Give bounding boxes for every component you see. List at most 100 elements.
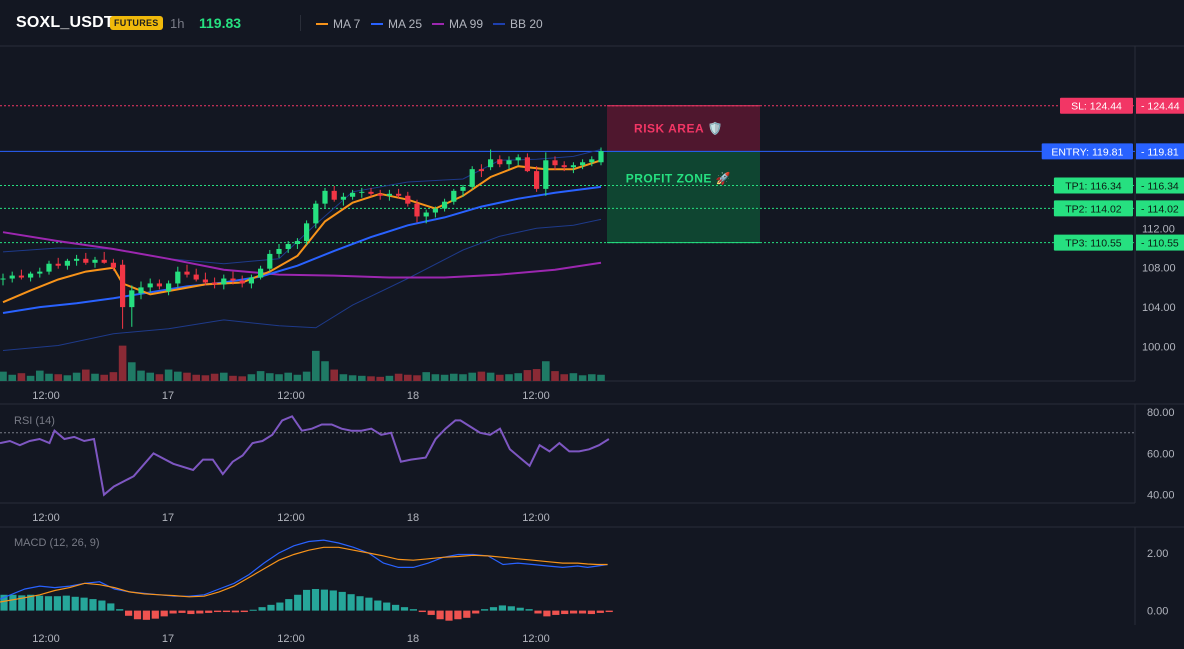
macd-hist-bar <box>258 607 266 611</box>
futures-badge: FUTURES <box>110 16 163 30</box>
candle-body <box>92 259 98 263</box>
macd-hist-bar <box>454 610 462 620</box>
macd-hist-bar <box>534 610 542 614</box>
volume-bar <box>109 372 118 381</box>
macd-hist-bar <box>320 589 328 611</box>
macd-hist-bar <box>472 610 480 614</box>
volume-bar <box>82 369 90 381</box>
candle-body <box>580 162 586 166</box>
macd-hist-bar <box>596 610 604 613</box>
timeframe-label[interactable]: 1h <box>170 16 185 31</box>
rsi-tick-label: 80.00 <box>1147 407 1175 419</box>
macd-hist-bar <box>525 609 533 611</box>
candle-body <box>46 263 52 272</box>
candle-body <box>396 193 402 196</box>
legend-bb20[interactable]: BB 20 <box>493 17 543 31</box>
volume-bar <box>100 374 108 381</box>
candle-body <box>488 159 494 168</box>
macd-hist-bar <box>347 594 355 611</box>
macd-hist-bar <box>578 610 587 614</box>
volume-bar <box>348 375 357 381</box>
level-badge <box>1053 200 1133 217</box>
macd-hist-bar <box>570 610 578 614</box>
candle-body <box>64 260 70 266</box>
time-tick-label-main: 17 <box>162 390 174 402</box>
volume-bar <box>597 374 605 381</box>
candle-body <box>460 186 466 191</box>
volume-bar <box>486 372 495 381</box>
candle-body <box>175 271 181 284</box>
candle-body <box>55 263 61 266</box>
volume-bar <box>367 376 375 381</box>
volume-bar <box>275 374 283 381</box>
candle-body <box>138 287 144 294</box>
candle-body <box>120 264 126 308</box>
volume-bar <box>164 369 173 381</box>
macd-hist-bar <box>365 597 373 611</box>
volume-bar <box>91 373 99 381</box>
volume-bar <box>63 375 72 381</box>
candle-body <box>184 271 190 275</box>
candle-body <box>202 279 208 283</box>
volume-bar <box>394 373 403 381</box>
price-axis-badge-label: - 110.55 <box>1141 238 1179 250</box>
macd-hist-bar <box>27 594 35 611</box>
candle-body <box>239 280 245 284</box>
labels-layer: SL: 124.44 - 124.44 ENTRY: 119.81 - 119.81 T… <box>1041 97 1184 251</box>
volume-bar <box>422 372 430 381</box>
price-tick-label: 112.00 <box>1142 223 1175 235</box>
rsi-tick-label: 40.00 <box>1147 490 1175 502</box>
candle-body <box>524 157 530 172</box>
candle-body <box>230 278 236 281</box>
volume-bar <box>210 373 219 381</box>
macd-hist-bar <box>222 610 231 613</box>
macd-hist-bar <box>383 602 391 611</box>
macd-hist-bar <box>240 610 248 613</box>
volume-bar <box>385 375 394 381</box>
volume-bar <box>413 375 421 381</box>
volume-bar <box>542 361 550 381</box>
macd-hist-bar <box>169 610 177 614</box>
candle-body <box>570 165 576 168</box>
macd-hist-bar <box>71 596 79 611</box>
legend-ma99[interactable]: MA 99 <box>432 17 483 31</box>
volume-bar <box>496 374 504 381</box>
candle-body <box>552 160 558 166</box>
time-tick-label-rsi: 12:00 <box>277 512 305 524</box>
macd-hist-bar <box>116 609 124 611</box>
volume-bar <box>302 371 311 381</box>
legend-swatch <box>371 23 383 25</box>
macd-hist-bar <box>338 591 346 611</box>
legend-ma7[interactable]: MA 7 <box>316 17 360 31</box>
legend-ma25[interactable]: MA 25 <box>371 17 422 31</box>
risk-area-zone <box>607 105 760 152</box>
candle-body <box>101 259 107 263</box>
level-badge <box>1053 234 1133 251</box>
volume-bar <box>128 362 136 381</box>
levels-layer <box>0 105 1135 244</box>
level-badge-label: TP1: 116.34 <box>1065 181 1122 193</box>
macd-hist-bar <box>561 610 569 615</box>
candles-layer <box>0 147 604 329</box>
candle-body <box>589 159 595 163</box>
last-price: 119.83 <box>199 15 242 31</box>
candle-body <box>294 241 300 245</box>
rsi-tick-label: 60.00 <box>1147 448 1175 460</box>
macd-hist-bar <box>427 610 435 615</box>
macd-hist-bar <box>285 599 293 611</box>
volume-bar <box>284 372 292 381</box>
candle-body <box>285 244 291 249</box>
level-badge-label: TP3: 110.55 <box>1065 238 1122 250</box>
candle-body <box>322 190 328 204</box>
symbol-title[interactable]: SOXL_USDT <box>16 14 114 31</box>
macd-line <box>0 539 608 600</box>
candle-body <box>386 193 392 196</box>
volume-bar <box>330 369 338 381</box>
volume-bar <box>532 369 541 381</box>
candle-body <box>0 278 6 280</box>
level-badge <box>1060 97 1133 114</box>
macd-hist-bar <box>62 595 70 611</box>
candle-body <box>276 248 282 254</box>
level-badge <box>1041 143 1133 160</box>
